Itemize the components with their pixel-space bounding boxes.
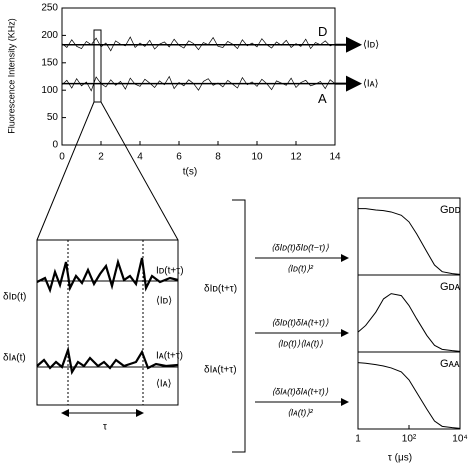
x-axis-label: τ (μs) — [388, 453, 412, 464]
x-axis-label: t(s) — [183, 167, 197, 178]
correlation-curve — [358, 208, 461, 275]
zoom-label: ⟨Iᴀ⟩ — [156, 379, 172, 390]
correlation-curve — [357, 362, 461, 429]
correlation-curve — [357, 293, 461, 352]
x-tick-label: 14 — [329, 152, 341, 163]
y-tick-label: 100 — [41, 85, 58, 96]
x-tick-label: 10 — [251, 152, 263, 163]
zoom-panel — [36, 239, 179, 406]
y-tick-label: 0 — [52, 140, 58, 151]
zoom-trace-d — [36, 257, 179, 294]
y-axis-label: Fluorescence Intensity (KHz) — [6, 18, 16, 134]
trace — [61, 75, 336, 92]
series-label: D — [318, 24, 327, 39]
x-tick-label: 4 — [137, 152, 143, 163]
zoom-label: δIᴅ(t) — [3, 292, 26, 303]
bracket — [232, 199, 246, 453]
equation-denominator: ⟨Iᴅ(t)⟩² — [287, 263, 314, 273]
x-tick-label: 8 — [215, 152, 221, 163]
y-tick-label: 250 — [41, 3, 58, 14]
zoom-line — [36, 101, 95, 241]
mean-label: ⟨Iᴀ⟩ — [363, 78, 379, 89]
x-tick-label: 6 — [176, 152, 182, 163]
equation-numerator: ⟨δIᴅ(t)δIᴅ(t−τ)⟩ — [271, 242, 329, 252]
panel-label: Gᴅᴅ — [440, 204, 461, 216]
series-label: A — [318, 91, 327, 106]
equation-numerator: ⟨δIᴀ(t)δIᴀ(t+τ)⟩ — [272, 386, 329, 396]
y-tick-label: 150 — [41, 57, 58, 68]
selection-box — [93, 29, 102, 103]
panel-label: Gᴅᴀ — [440, 281, 461, 293]
x-tick-label: 0 — [59, 152, 65, 163]
trace — [61, 36, 336, 52]
equation-denominator: ⟨Iᴀ(t)⟩² — [287, 407, 314, 417]
zoom-label: Iᴀ(t+τ) — [156, 351, 183, 362]
y-tick-label: 50 — [47, 112, 59, 123]
zoom-trace-a — [36, 345, 179, 376]
zoom-label: Iᴅ(t+τ) — [156, 266, 184, 277]
mean-label: ⟨Iᴅ⟩ — [363, 39, 379, 50]
x-tick-label: 2 — [98, 152, 104, 163]
equation-denominator: ⟨Iᴅ(t)⟩⟨Iᴀ(t)⟩ — [277, 338, 323, 348]
zoom-label: δIᴀ(t) — [3, 353, 26, 364]
panel-label: Gᴀᴀ — [440, 358, 460, 370]
y-tick-label: 200 — [41, 30, 58, 41]
equation-numerator: ⟨δIᴅ(t)δIᴀ(t+τ)⟩ — [271, 317, 329, 327]
x-tick-label: 1 — [355, 434, 361, 445]
x-tick-label: 12 — [290, 152, 302, 163]
zoom-label: δIᴀ(t+τ) — [204, 365, 237, 376]
x-tick-label: 10² — [402, 434, 417, 445]
zoom-label: δIᴅ(t+τ) — [204, 284, 237, 295]
zoom-line — [100, 101, 179, 241]
x-tick-label: 10⁴ — [452, 434, 467, 445]
tau-label: τ — [103, 422, 107, 433]
zoom-label: ⟨Iᴅ⟩ — [156, 296, 172, 307]
plot-frame — [61, 7, 336, 146]
